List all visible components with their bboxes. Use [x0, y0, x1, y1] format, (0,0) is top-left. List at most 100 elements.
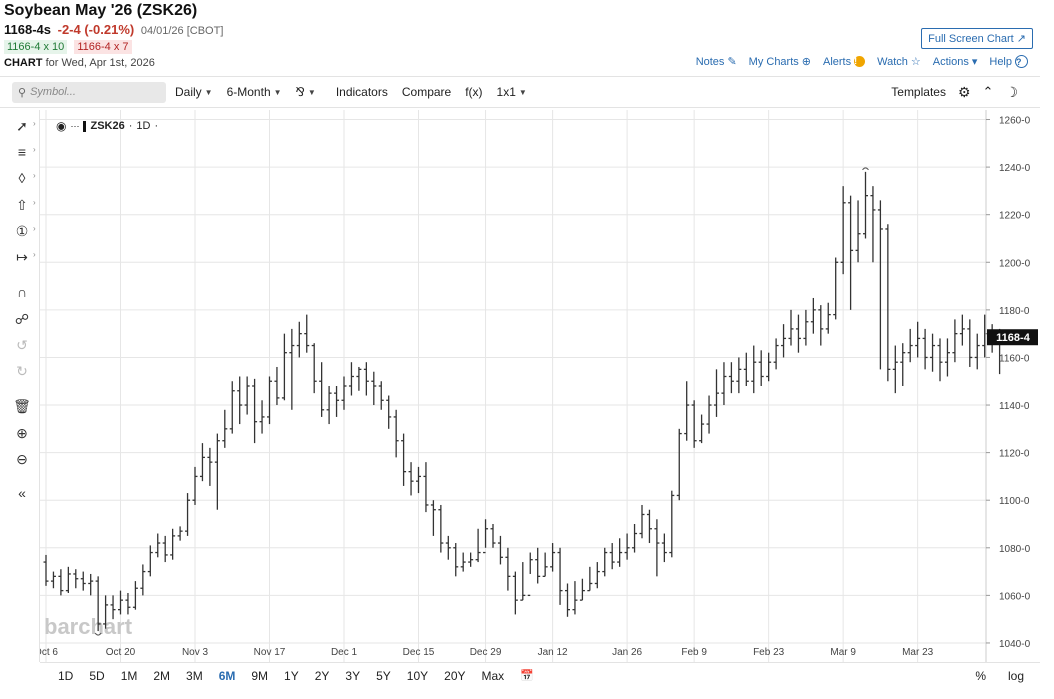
watermark: barchart	[44, 614, 133, 639]
ohlc-bar	[296, 321, 302, 358]
ohlc-bar	[319, 362, 325, 417]
zoom-out-icon[interactable]: ⊖	[16, 451, 28, 467]
range-5d[interactable]: 5D	[89, 668, 105, 683]
range-1d[interactable]: 1D	[58, 668, 74, 683]
caret-down-icon: ▾	[971, 56, 978, 68]
series-swatch	[83, 120, 87, 132]
range-2m[interactable]: 2M	[153, 668, 171, 683]
percent-toggle[interactable]: %	[975, 668, 986, 683]
trendline-tool-icon[interactable]: ➚ ›	[16, 118, 36, 134]
redo-icon[interactable]: ↻	[16, 363, 28, 379]
magnet-icon[interactable]: ∩	[16, 284, 28, 300]
range-10y[interactable]: 10Y	[406, 668, 429, 683]
ohlc-bar	[199, 443, 205, 482]
ohlc-bar	[110, 595, 116, 620]
price-chart[interactable]: barchart 1260-01240-01220-01200-01180-01…	[40, 110, 1040, 662]
ohlc-bar	[579, 578, 585, 601]
last-price-tag: 1168-4	[987, 329, 1038, 346]
layout-select[interactable]: 1x1 ▼	[497, 85, 527, 99]
interval-select[interactable]: Daily ▼	[175, 85, 213, 99]
range-5y[interactable]: 5Y	[376, 668, 391, 683]
actions-label: Actions	[932, 55, 969, 68]
ohlc-bar	[699, 414, 705, 444]
trash-icon[interactable]: 🗑	[13, 398, 31, 414]
notes-link[interactable]: Notes ✎	[696, 55, 737, 69]
range-3m[interactable]: 3M	[186, 668, 203, 683]
zoom-in-icon[interactable]: ⊕	[16, 425, 28, 441]
range-3y[interactable]: 3Y	[345, 668, 361, 683]
collapse-icon[interactable]: ⌃	[982, 84, 994, 99]
ohlc-bar	[565, 583, 570, 617]
log-toggle[interactable]: log	[1007, 668, 1024, 683]
ohlc-bar	[587, 566, 593, 592]
annotation-tool-icon[interactable]: ① ›	[15, 223, 36, 239]
drawing-tools: ➚ › ≡ › ◊ › ⇧ › ① › ↦ › ∩ ☍ ↺ ↻ 🗑 ⊕ ⊖ «	[0, 110, 40, 662]
more-icon[interactable]: ⋯	[70, 120, 80, 131]
shape-tool-icon[interactable]: ◊ ›	[18, 170, 36, 186]
toolbar-right: Templates ⚙ ⌃ ☽	[891, 84, 1018, 101]
ohlc-bar	[609, 543, 615, 570]
ohlc-bars-icon: ⅋	[295, 85, 305, 99]
watch-link[interactable]: Watch ☆	[877, 55, 921, 69]
my-charts-link[interactable]: My Charts ⊕	[749, 55, 811, 69]
bid-ask: 1166-4 x 10 1166-4 x 7	[4, 40, 132, 54]
ohlc-bar	[624, 533, 630, 560]
ohlc-bar	[602, 547, 608, 577]
range-1y[interactable]: 1Y	[284, 668, 299, 683]
collapse-left-icon[interactable]: «	[18, 485, 26, 501]
ohlc-bar	[967, 319, 973, 367]
ohlc-bar	[892, 345, 898, 394]
ohlc-bar	[676, 428, 682, 501]
alerts-link[interactable]: Alerts!	[823, 56, 866, 68]
full-screen-chart-button[interactable]: Full Screen Chart ↗	[921, 28, 1033, 49]
help-label: Help	[989, 55, 1012, 68]
ohlc-bar	[795, 314, 801, 353]
gear-icon[interactable]: ⚙	[957, 83, 971, 100]
x-tick-label: Oct 6	[40, 647, 58, 658]
lock-icon[interactable]: ☍	[14, 311, 30, 327]
ohlc-bar	[259, 400, 265, 434]
range-20y[interactable]: 20Y	[444, 668, 466, 683]
x-axis: Oct 6 Oct 20 Nov 3 Nov 17 Dec 1 Dec 15 Dec 29 J…	[40, 647, 934, 658]
fib-tool-icon[interactable]: ≡ ›	[17, 144, 36, 160]
chart-type-select[interactable]: ⅋ ▼	[296, 85, 316, 99]
plus-circle-icon: ⊕	[801, 56, 811, 68]
period-select[interactable]: 6-Month ▼	[227, 85, 282, 99]
ohlc-bar	[751, 345, 757, 394]
templates-button[interactable]: Templates	[891, 85, 946, 99]
ohlc-bar	[788, 309, 794, 346]
y-tick-label: 1260-0	[999, 116, 1031, 127]
fx-button[interactable]: f(x)	[465, 85, 483, 99]
range-9m[interactable]: 9M	[251, 668, 269, 683]
symbol-search[interactable]: ⚲ Symbol...	[12, 81, 166, 103]
ohlc-bar	[654, 519, 660, 577]
measure-tool-icon[interactable]: ↦ ›	[16, 249, 36, 265]
ohlc-bar	[244, 376, 250, 415]
range-max[interactable]: Max	[481, 668, 505, 683]
ohlc-bar	[542, 552, 548, 577]
range-1m[interactable]: 1M	[120, 668, 138, 683]
ohlc-bar	[207, 447, 213, 486]
dark-mode-icon[interactable]: ☽	[1005, 83, 1018, 100]
indicators-button[interactable]: Indicators	[335, 85, 388, 99]
actions-menu[interactable]: Actions ▾	[932, 55, 978, 69]
ohlc-bar	[58, 569, 64, 596]
help-link[interactable]: Help?	[989, 55, 1028, 68]
eye-icon[interactable]: ◉	[56, 119, 67, 133]
range-2y[interactable]: 2Y	[314, 668, 330, 683]
arrow-up-tool-icon[interactable]: ⇧ ›	[16, 197, 36, 213]
ohlc-bar	[371, 371, 377, 406]
ohlc-bar	[88, 573, 94, 596]
undo-icon[interactable]: ↺	[16, 337, 28, 353]
ohlc-bar	[229, 381, 235, 434]
ohlc-bar	[147, 545, 153, 577]
legend-symbol: ZSK26	[90, 120, 125, 132]
range-6m[interactable]: 6M	[218, 668, 236, 683]
ohlc-bar	[505, 547, 511, 591]
ohlc-bar	[430, 500, 436, 536]
y-tick-label: 1160-0	[999, 353, 1030, 364]
compare-button[interactable]: Compare	[401, 85, 452, 99]
x-tick-label: Mar 23	[902, 647, 934, 658]
calendar-icon[interactable]: 📅	[520, 670, 534, 682]
x-tick-label: Nov 3	[182, 647, 209, 658]
